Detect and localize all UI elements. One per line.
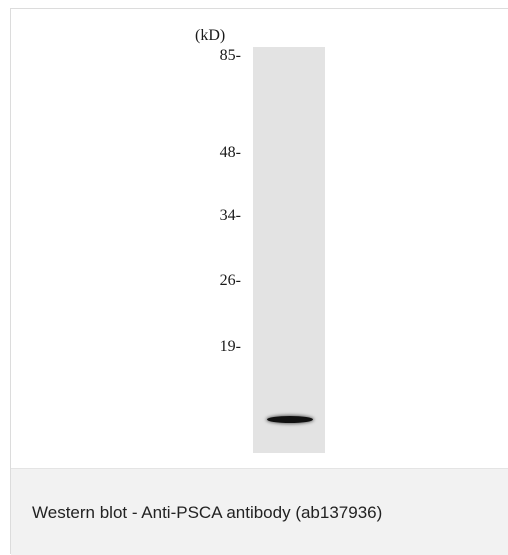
marker-label-48: 48-: [219, 144, 241, 161]
unit-label: (kD): [195, 27, 226, 44]
marker-label-34: 34-: [219, 207, 241, 224]
blot-lane: [253, 47, 325, 453]
marker-label-26: 26-: [219, 272, 241, 289]
figure-caption: Western blot - Anti-PSCA antibody (ab137…: [32, 503, 383, 522]
protein-band: [267, 416, 313, 423]
marker-label-85: 85-: [219, 47, 241, 64]
marker-label-19: 19-: [219, 338, 241, 355]
western-blot-image: (kD) 85- 48- 34- 26- 19-: [11, 9, 508, 468]
figure-card: (kD) 85- 48- 34- 26- 19- Western blot - …: [10, 8, 508, 555]
caption-bar: Western blot - Anti-PSCA antibody (ab137…: [11, 468, 508, 555]
